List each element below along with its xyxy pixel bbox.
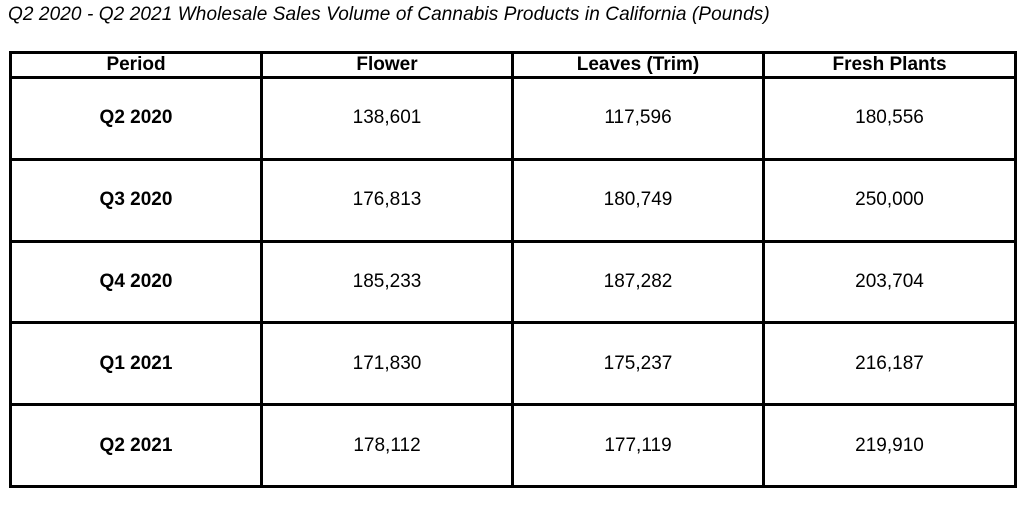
flower-cell: 178,112 [260, 403, 514, 488]
flower-cell: 176,813 [260, 157, 514, 243]
flower-cell: 171,830 [260, 321, 514, 407]
column-header-period: Period [9, 51, 263, 79]
flower-cell: 138,601 [260, 76, 514, 161]
sales-volume-table: Period Flower Leaves (Trim) Fresh Plants… [9, 51, 1017, 488]
table-row: Q4 2020 185,233 187,282 203,704 [9, 239, 1017, 325]
leaves-trim-cell: 117,596 [511, 76, 765, 161]
fresh-plants-cell: 250,000 [762, 157, 1017, 243]
column-header-flower: Flower [260, 51, 514, 79]
table-row: Q1 2021 171,830 175,237 216,187 [9, 321, 1017, 407]
header-row: Period Flower Leaves (Trim) Fresh Plants [9, 51, 1017, 79]
table-row: Q3 2020 176,813 180,749 250,000 [9, 157, 1017, 243]
period-cell: Q2 2021 [9, 403, 263, 488]
leaves-trim-cell: 187,282 [511, 239, 765, 325]
table-title: Q2 2020 - Q2 2021 Wholesale Sales Volume… [8, 4, 770, 25]
leaves-trim-cell: 175,237 [511, 321, 765, 407]
column-header-fresh-plants: Fresh Plants [762, 51, 1017, 79]
table-row: Q2 2021 178,112 177,119 219,910 [9, 403, 1017, 488]
column-header-leaves-trim: Leaves (Trim) [511, 51, 765, 79]
period-cell: Q1 2021 [9, 321, 263, 407]
period-cell: Q3 2020 [9, 157, 263, 243]
fresh-plants-cell: 203,704 [762, 239, 1017, 325]
flower-cell: 185,233 [260, 239, 514, 325]
fresh-plants-cell: 216,187 [762, 321, 1017, 407]
leaves-trim-cell: 177,119 [511, 403, 765, 488]
period-cell: Q4 2020 [9, 239, 263, 325]
period-cell: Q2 2020 [9, 76, 263, 161]
fresh-plants-cell: 180,556 [762, 76, 1017, 161]
table-row: Q2 2020 138,601 117,596 180,556 [9, 76, 1017, 161]
fresh-plants-cell: 219,910 [762, 403, 1017, 488]
leaves-trim-cell: 180,749 [511, 157, 765, 243]
